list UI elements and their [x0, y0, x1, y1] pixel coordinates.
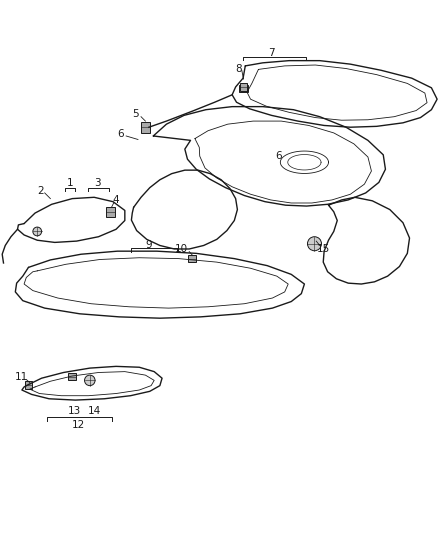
Text: 8: 8 — [235, 63, 242, 74]
Text: 3: 3 — [94, 178, 101, 188]
Text: 6: 6 — [275, 151, 282, 161]
Text: 14: 14 — [88, 406, 101, 416]
Text: 9: 9 — [145, 240, 152, 249]
Text: 15: 15 — [317, 244, 330, 254]
Text: 5: 5 — [132, 109, 139, 119]
Text: 11: 11 — [15, 372, 28, 382]
Bar — [25, 381, 32, 389]
Bar — [106, 207, 115, 216]
Text: 13: 13 — [68, 406, 81, 416]
Bar — [68, 374, 76, 381]
Bar — [141, 122, 150, 133]
Text: 7: 7 — [268, 48, 275, 58]
Circle shape — [85, 375, 95, 386]
Text: 2: 2 — [37, 186, 44, 196]
Text: 1: 1 — [67, 178, 74, 188]
Bar — [240, 83, 247, 91]
Circle shape — [33, 227, 42, 236]
Bar — [188, 255, 196, 262]
Bar — [239, 85, 248, 92]
Text: 6: 6 — [117, 129, 124, 139]
Text: 12: 12 — [72, 420, 85, 430]
Text: 10: 10 — [175, 244, 188, 254]
Circle shape — [307, 237, 321, 251]
Text: 4: 4 — [113, 195, 120, 205]
